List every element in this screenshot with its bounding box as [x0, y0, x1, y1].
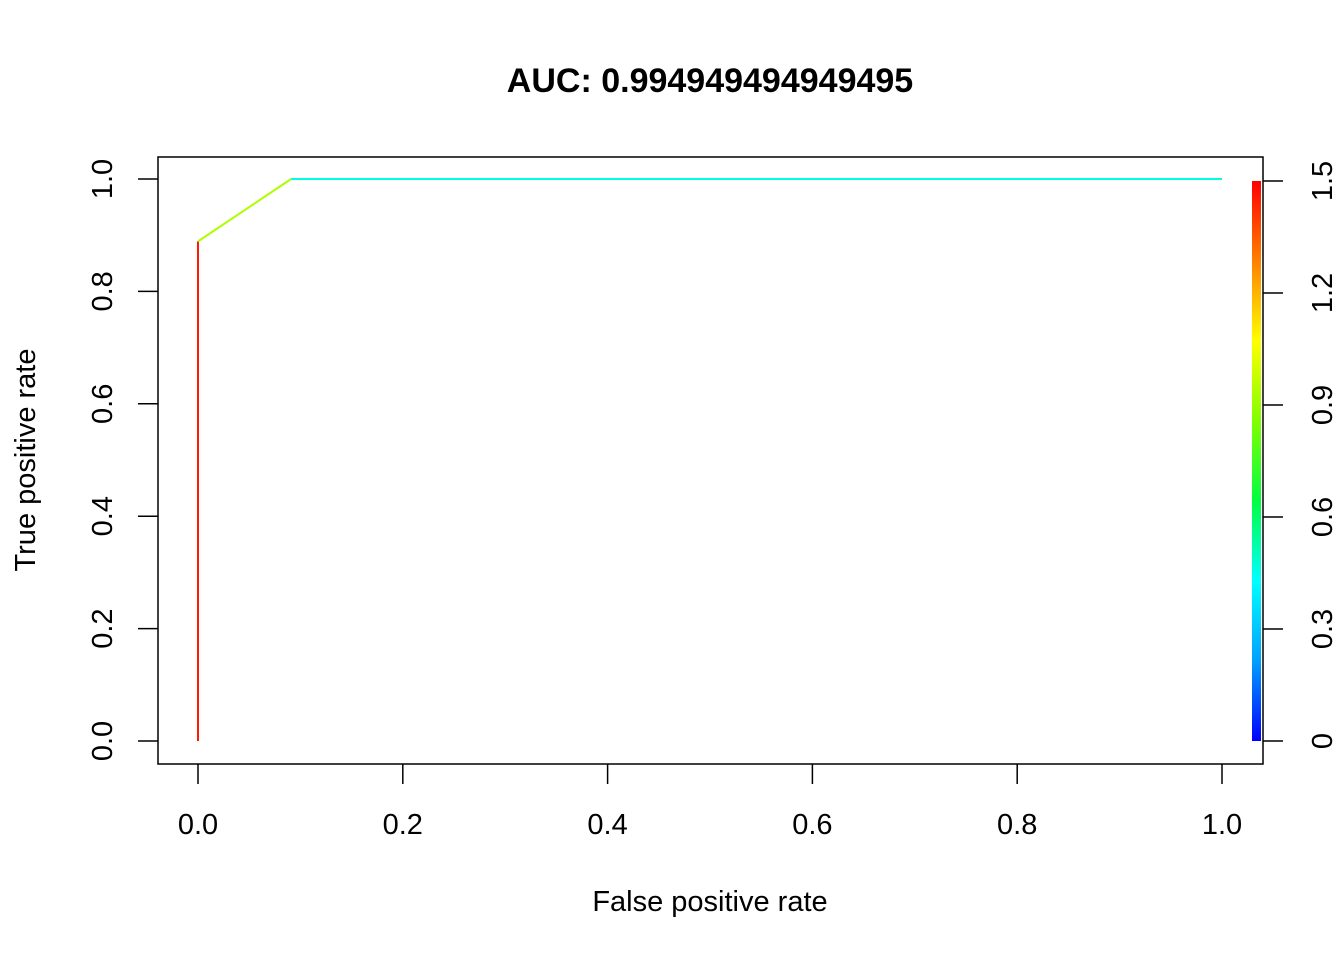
x-tick-label: 0.0	[178, 809, 218, 841]
y-tick-label: 0.8	[87, 271, 119, 311]
colorbar-tick-label: 0.3	[1307, 609, 1339, 649]
y-axis-label: True positive rate	[10, 349, 42, 572]
y-tick-label: 0.6	[87, 384, 119, 424]
colorbar-tick-label: 0.9	[1307, 385, 1339, 425]
roc-segment	[197, 178, 292, 243]
x-axis: 0.0 0.2 0.4 0.6 0.8 1.0	[178, 764, 1242, 841]
x-tick-label: 1.0	[1202, 809, 1242, 841]
x-tick-label: 0.4	[587, 809, 627, 841]
y-axis: 0.0 0.2 0.4 0.6 0.8 1.0	[87, 159, 158, 761]
colorbar-tick-label: 0	[1307, 733, 1339, 749]
x-tick-label: 0.6	[792, 809, 832, 841]
y-tick-label: 0.4	[87, 496, 119, 536]
colorbar-strip	[1252, 181, 1261, 741]
series-layer	[197, 178, 1222, 741]
colorbar-tick-label: 0.6	[1307, 497, 1339, 537]
colorbar: 0 0.3 0.6 0.9 1.2 1.5	[1252, 161, 1339, 749]
y-tick-label: 0.0	[87, 721, 119, 761]
chart-title: AUC: 0.994949494949495	[507, 62, 913, 100]
y-tick-label: 1.0	[87, 159, 119, 199]
plot-frame	[157, 156, 1264, 765]
x-tick-label: 0.8	[997, 809, 1037, 841]
x-tick-label: 0.2	[383, 809, 423, 841]
colorbar-tick-label: 1.5	[1307, 161, 1339, 201]
x-axis-label: False positive rate	[592, 886, 827, 918]
colorbar-tick-label: 1.2	[1307, 273, 1339, 313]
y-tick-label: 0.2	[87, 608, 119, 648]
